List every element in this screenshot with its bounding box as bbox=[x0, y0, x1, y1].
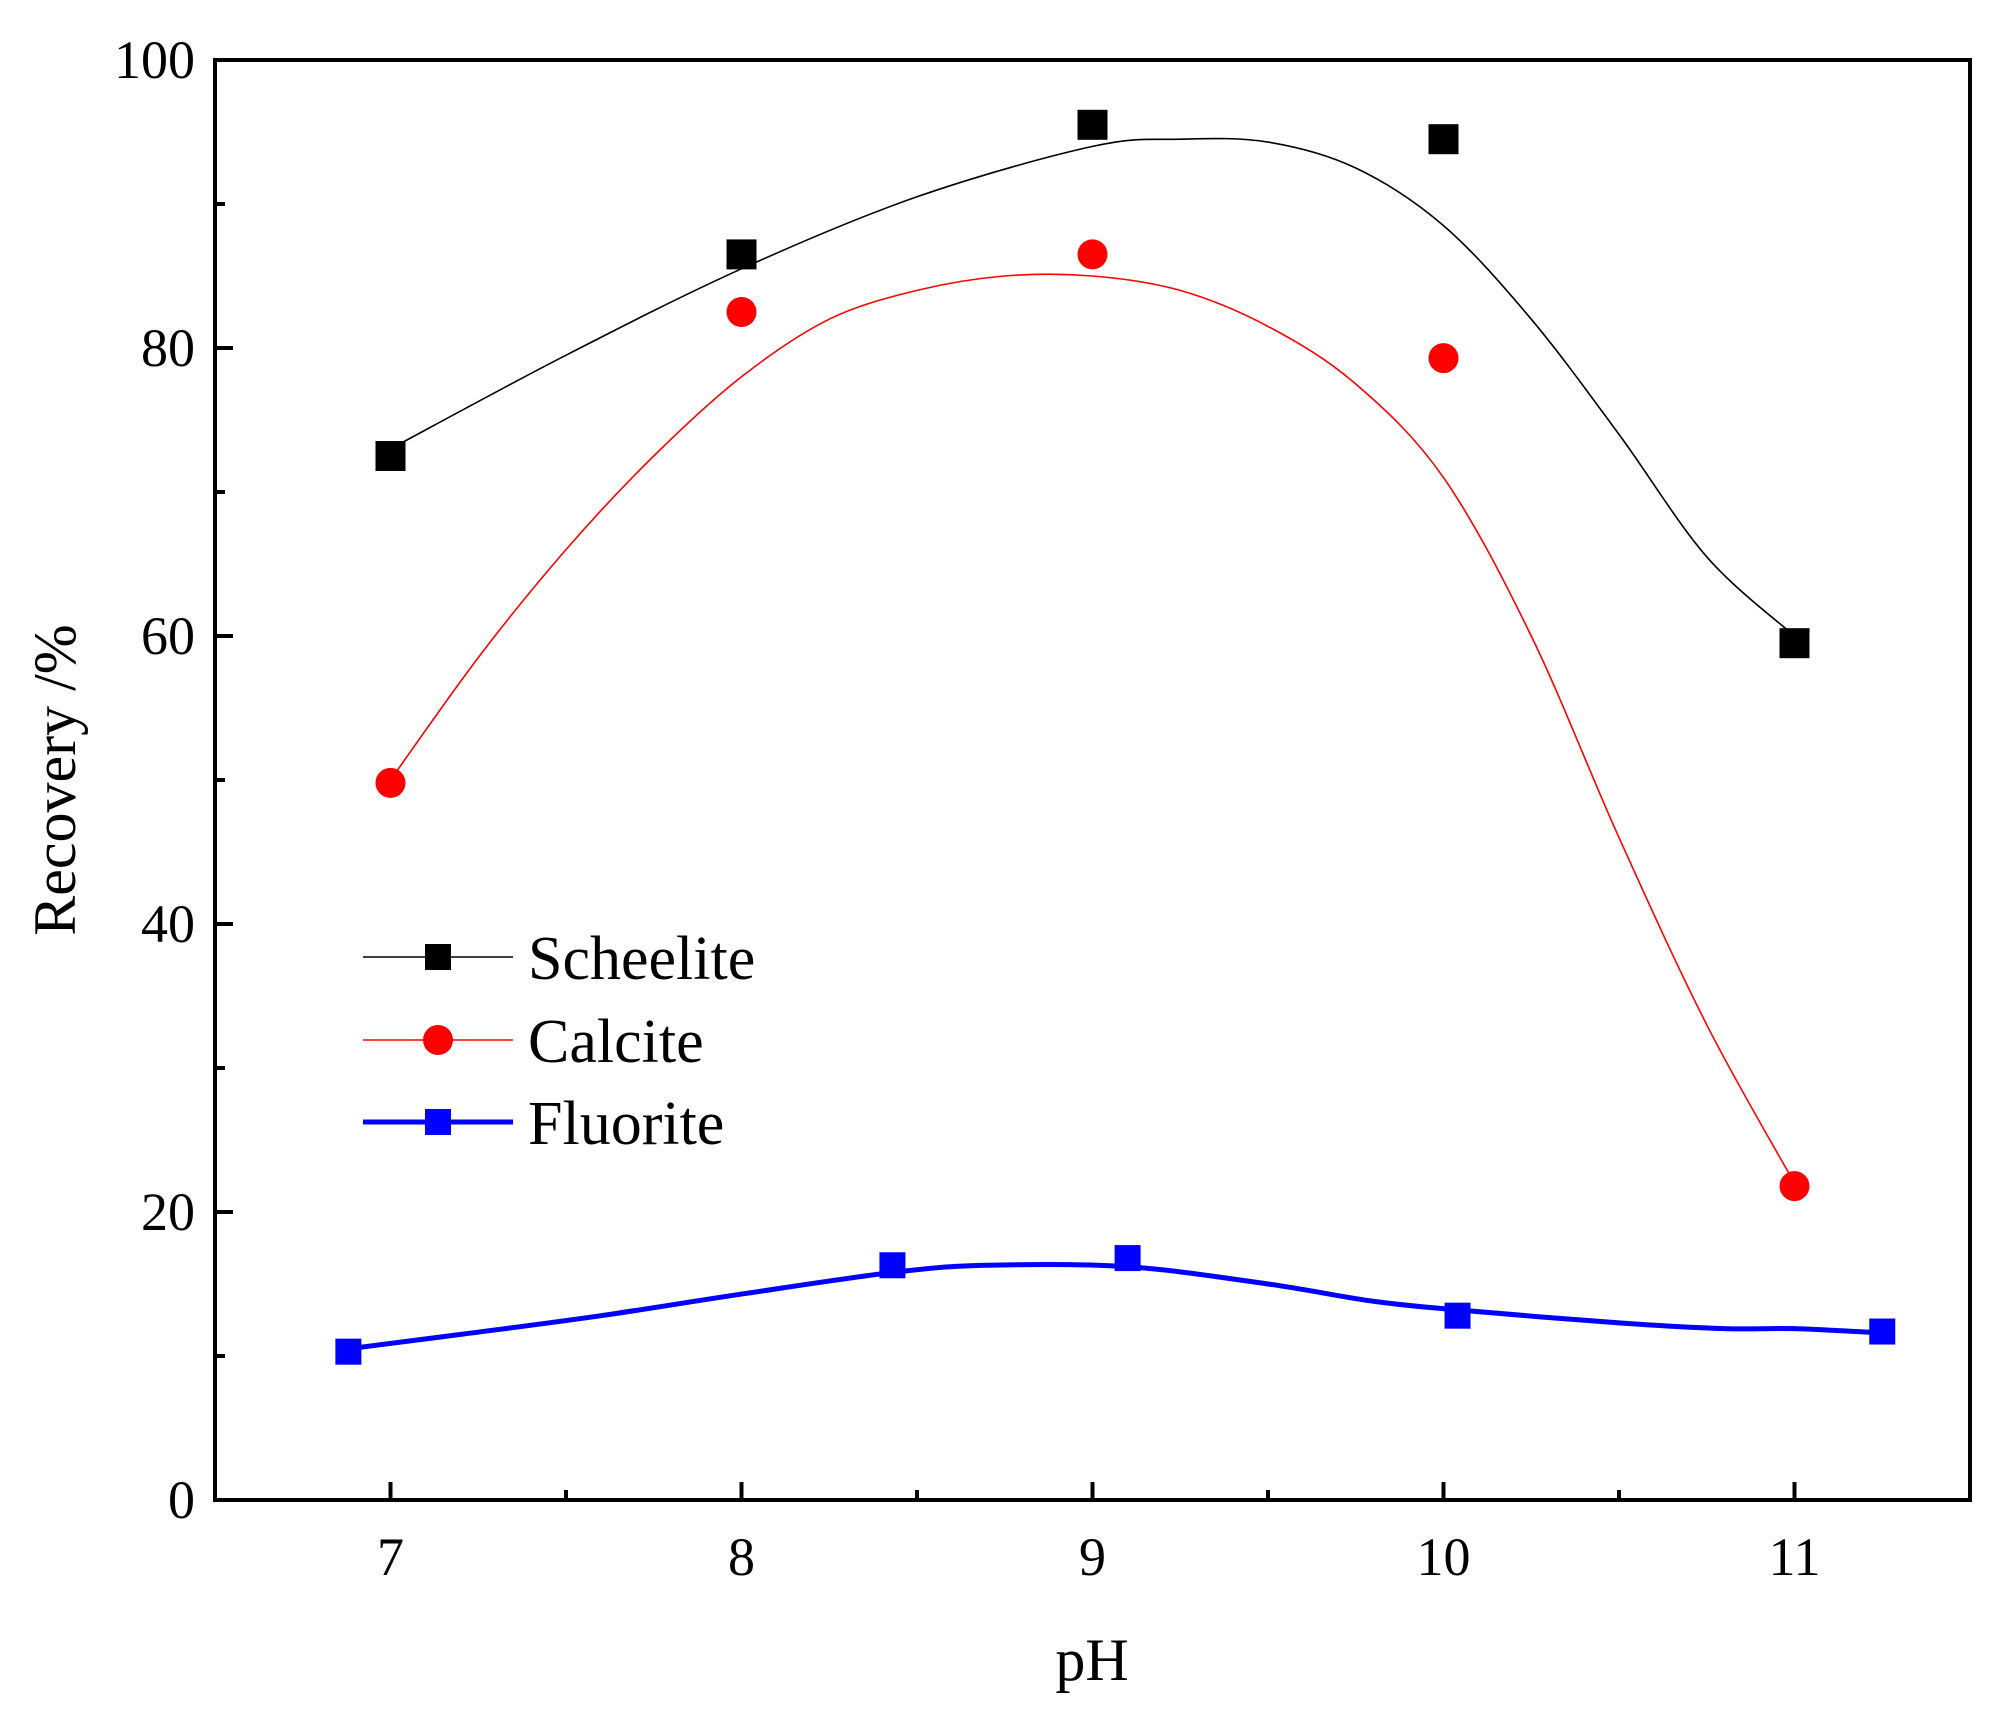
x-tick-label-10: 10 bbox=[1417, 1527, 1471, 1587]
fluorite-point bbox=[335, 1338, 362, 1365]
fluorite-fit-line bbox=[348, 1261, 1883, 1352]
calcite-point bbox=[1428, 343, 1459, 374]
fluorite-point bbox=[879, 1252, 906, 1279]
legend-label-scheelite: Scheelite bbox=[528, 925, 755, 993]
legend-marker-calcite bbox=[423, 1025, 453, 1055]
legend-label-fluorite: Fluorite bbox=[528, 1090, 724, 1158]
fluorite-point bbox=[1114, 1245, 1141, 1272]
y-tick-label-0: 0 bbox=[168, 1470, 195, 1530]
fluorite-point bbox=[1444, 1302, 1471, 1329]
y-tick-label-100: 100 bbox=[114, 30, 195, 90]
calcite-point bbox=[375, 767, 406, 798]
calcite-point bbox=[1779, 1171, 1810, 1202]
x-tick-label-7: 7 bbox=[377, 1527, 404, 1587]
y-tick-label-40: 40 bbox=[141, 894, 195, 954]
x-axis: 7 8 9 10 11 bbox=[377, 1482, 1821, 1587]
x-tick-label-9: 9 bbox=[1079, 1527, 1106, 1587]
y-axis: 0 20 40 60 80 100 bbox=[114, 30, 233, 1530]
scheelite-point bbox=[1428, 124, 1459, 155]
fit-curves bbox=[348, 137, 1883, 1352]
y-tick-label-20: 20 bbox=[141, 1182, 195, 1242]
legend-marker-fluorite bbox=[425, 1109, 451, 1135]
scheelite-point bbox=[1077, 109, 1108, 140]
fluorite-point bbox=[1869, 1318, 1896, 1345]
scheelite-point bbox=[726, 239, 757, 270]
data-markers bbox=[335, 109, 1896, 1365]
y-tick-label-60: 60 bbox=[141, 606, 195, 666]
legend-marker-scheelite bbox=[425, 944, 451, 970]
y-axis-title: Recovery /% bbox=[22, 624, 88, 936]
scheelite-fit-line bbox=[390, 137, 1796, 637]
calcite-fit-line bbox=[389, 273, 1796, 1184]
x-axis-title: pH bbox=[1055, 1627, 1128, 1693]
legend-label-calcite: Calcite bbox=[528, 1008, 704, 1076]
legend: Scheelite Calcite Fluorite bbox=[363, 925, 755, 1158]
calcite-point bbox=[726, 297, 757, 327]
y-tick-label-80: 80 bbox=[141, 318, 195, 378]
x-tick-label-8: 8 bbox=[728, 1527, 755, 1587]
scheelite-point bbox=[1779, 628, 1810, 659]
x-tick-label-11: 11 bbox=[1769, 1527, 1821, 1587]
calcite-point bbox=[1077, 239, 1108, 270]
scheelite-point bbox=[375, 441, 406, 471]
